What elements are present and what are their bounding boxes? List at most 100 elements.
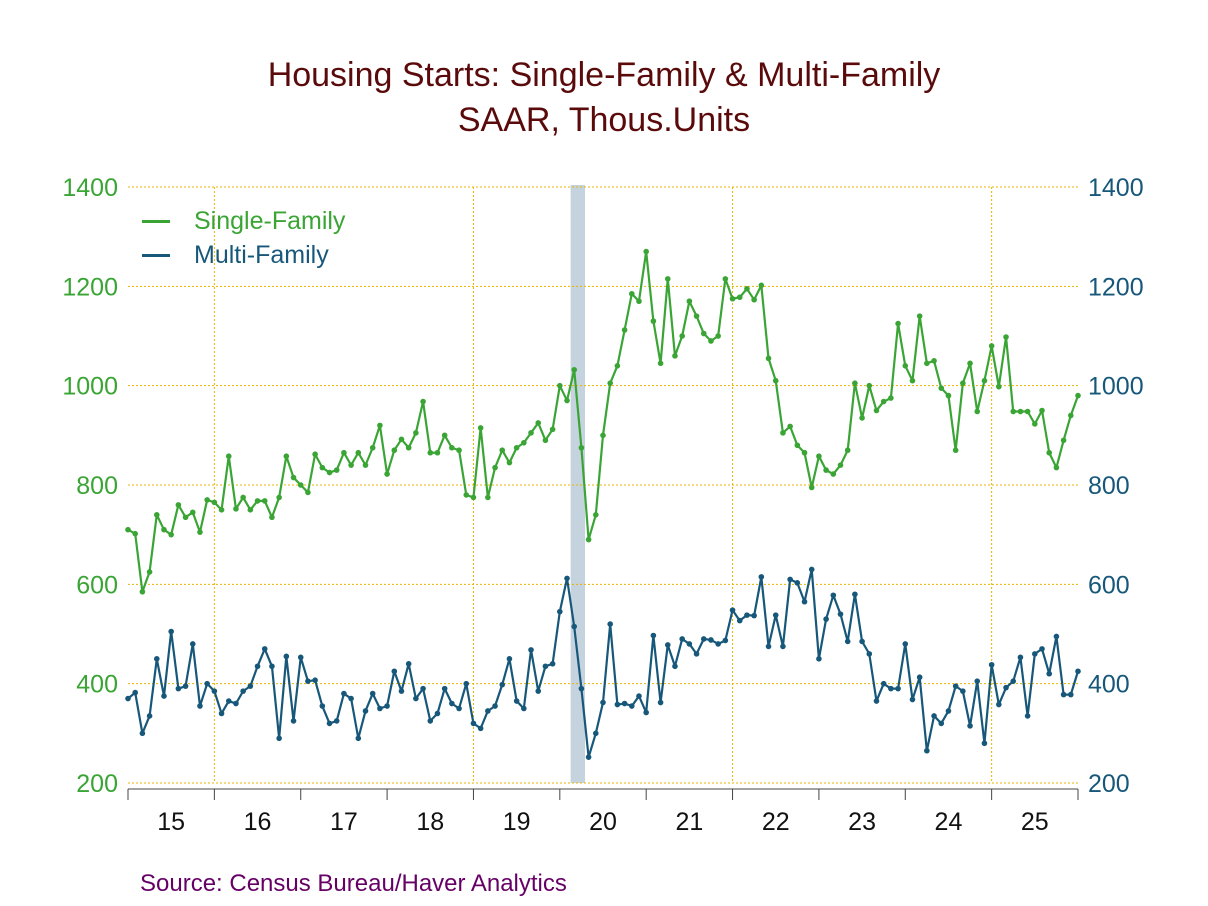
data-point-single-family [736,294,743,301]
data-point-single-family [722,276,729,282]
data-point-multi-family [1039,646,1045,652]
data-point-single-family [600,432,606,439]
x-tick-label: 25 [1021,808,1049,836]
data-point-multi-family [700,636,707,642]
data-point-single-family [794,442,801,449]
data-point-single-family [859,415,865,421]
data-point-single-family [477,425,484,431]
data-point-single-family [981,377,988,384]
data-point-single-family [866,382,873,389]
data-point-multi-family [297,654,304,661]
data-point-single-family [528,430,534,436]
data-point-multi-family [938,720,945,727]
data-point-multi-family [125,695,131,702]
data-point-multi-family [218,710,225,717]
data-point-multi-family [233,700,239,707]
data-point-single-family [132,530,138,537]
data-point-single-family [1010,408,1017,415]
data-point-multi-family [305,678,311,684]
data-point-single-family [146,569,153,575]
data-point-multi-family [168,628,174,635]
data-point-single-family [880,398,887,405]
data-point-multi-family [607,621,613,627]
data-point-multi-family [348,695,354,702]
legend-label-multi-family: Multi-Family [194,240,329,269]
data-point-multi-family [628,703,635,709]
data-point-single-family [1068,412,1074,419]
data-point-multi-family [722,637,729,644]
data-point-multi-family [1068,691,1074,698]
data-point-multi-family [1017,654,1024,661]
data-point-multi-family [485,708,491,714]
data-point-single-family [1024,408,1031,415]
data-point-multi-family [398,688,405,694]
data-point-single-family [233,506,239,512]
x-tick-label: 16 [244,808,272,836]
data-point-single-family [139,588,146,595]
data-point-single-family [1032,421,1038,427]
data-point-single-family [413,430,419,436]
data-point-multi-family [290,718,297,724]
data-point-multi-family [736,617,743,624]
data-point-single-family [686,298,693,305]
data-point-multi-family [413,695,419,702]
data-point-single-family [837,462,844,468]
data-point-multi-family [1032,651,1038,657]
data-point-single-family [305,489,311,496]
data-point-single-family [621,327,628,333]
data-point-single-family [772,377,779,384]
data-point-multi-family [823,616,829,622]
data-point-multi-family [456,705,462,712]
data-point-multi-family [449,700,455,707]
data-point-single-family [902,363,909,369]
data-point-single-family [1003,334,1009,340]
data-point-multi-family [952,683,959,689]
data-point-multi-family [816,656,822,662]
data-point-single-family [974,408,981,415]
data-point-single-family [333,467,340,473]
data-point-single-family [218,507,225,513]
data-point-single-family [535,420,542,426]
data-point-multi-family [225,698,232,704]
data-point-single-family [693,313,700,319]
data-point-single-family [319,464,326,471]
data-point-multi-family [571,623,578,630]
data-point-multi-family [269,663,275,670]
data-point-multi-family [391,668,398,675]
data-point-single-family [297,482,304,488]
y-tick-label-left: 1000 [62,373,118,401]
data-point-multi-family [873,698,880,704]
data-point-multi-family [521,705,527,712]
data-point-single-family [564,397,570,404]
data-point-single-family [758,282,765,289]
chart-legend: Single-Family Multi-Family [142,204,345,272]
data-point-single-family [204,497,210,503]
data-point-single-family [290,474,297,481]
data-point-single-family [729,295,736,302]
y-tick-label-left: 400 [76,671,118,699]
data-point-multi-family [902,641,909,647]
x-tick-label: 19 [503,808,531,836]
data-point-multi-family [924,747,930,754]
data-point-multi-family [557,608,563,615]
data-point-single-family [470,494,477,501]
data-point-multi-family [830,592,837,599]
data-point-single-family [830,471,837,477]
data-point-multi-family [506,656,513,662]
data-point-multi-family [542,663,549,670]
data-point-multi-family [1046,670,1053,677]
data-point-single-family [636,298,642,305]
data-point-single-family [369,444,376,451]
data-point-single-family [916,313,923,319]
data-point-single-family [607,380,613,386]
x-tick-label: 23 [848,808,876,836]
x-tick-label: 18 [416,808,444,836]
x-tick-label: 15 [157,808,185,836]
data-point-multi-family [801,598,808,605]
y-tick-label-left: 1400 [62,174,118,202]
data-point-multi-family [161,693,167,699]
data-point-single-family [780,430,786,436]
data-point-multi-family [362,708,369,714]
data-point-multi-family [931,713,937,719]
data-point-multi-family [564,575,570,582]
